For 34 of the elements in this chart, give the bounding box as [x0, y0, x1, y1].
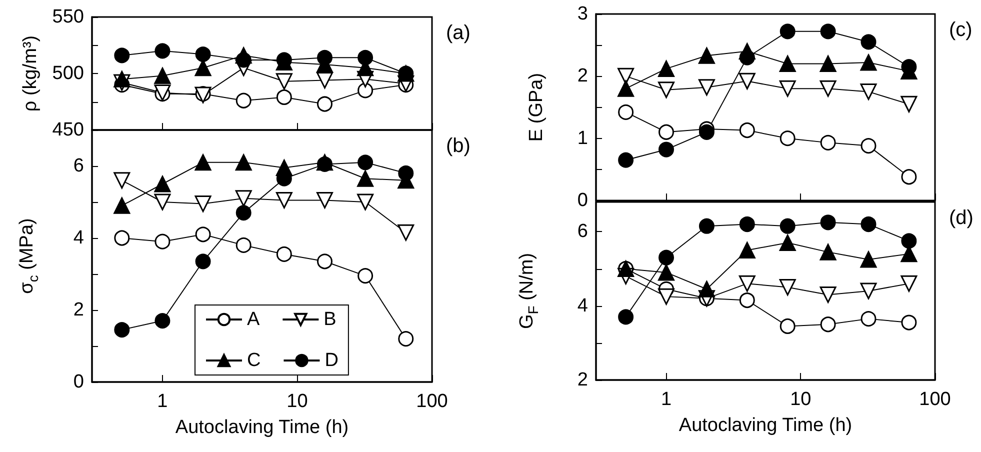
y-tick-label: 450	[52, 120, 84, 140]
x-tick-label: 1	[660, 389, 672, 410]
x-tick-label: 1	[157, 391, 168, 412]
x-tick-label: 10	[286, 391, 308, 412]
y-tick-label: 4	[73, 228, 84, 248]
legend-label: D	[324, 350, 338, 371]
y-tick-label: 1	[577, 128, 588, 149]
legend-label: B	[324, 309, 336, 330]
text: (d)	[949, 207, 974, 229]
y-tick-label: 0	[577, 190, 588, 211]
y-tick-label: 2	[577, 370, 588, 390]
y-tick-label: 2	[73, 300, 84, 320]
y-axis-title: ρ (kg/m³)	[20, 35, 41, 112]
y-tick-label: 2	[577, 66, 588, 87]
x-tick-label: 100	[416, 391, 448, 412]
x-axis-title: Autoclaving Time (h)	[175, 417, 349, 438]
y-tick-label: 3	[577, 4, 588, 24]
y-tick-label: 6	[577, 221, 588, 242]
legend-label: C	[247, 350, 261, 371]
y-tick-label: 500	[52, 63, 84, 84]
y-tick-label: 550	[52, 6, 84, 28]
legend-label: A	[247, 309, 260, 330]
y-tick-label: 0	[73, 372, 84, 392]
y-tick-label: 4	[577, 295, 588, 316]
x-axis-title: Autoclaving Time (h)	[678, 415, 852, 436]
text: (a)	[446, 22, 470, 44]
text: (b)	[446, 135, 470, 157]
y-axis-title: GF (N/m)	[516, 252, 541, 330]
x-tick-label: 10	[790, 389, 812, 410]
y-axis-title: E (GPa)	[526, 72, 547, 142]
x-tick-label: 100	[919, 389, 951, 410]
text: (c)	[949, 19, 972, 41]
y-axis-title: σc (MPa)	[16, 218, 41, 294]
y-tick-label: 6	[73, 156, 84, 176]
